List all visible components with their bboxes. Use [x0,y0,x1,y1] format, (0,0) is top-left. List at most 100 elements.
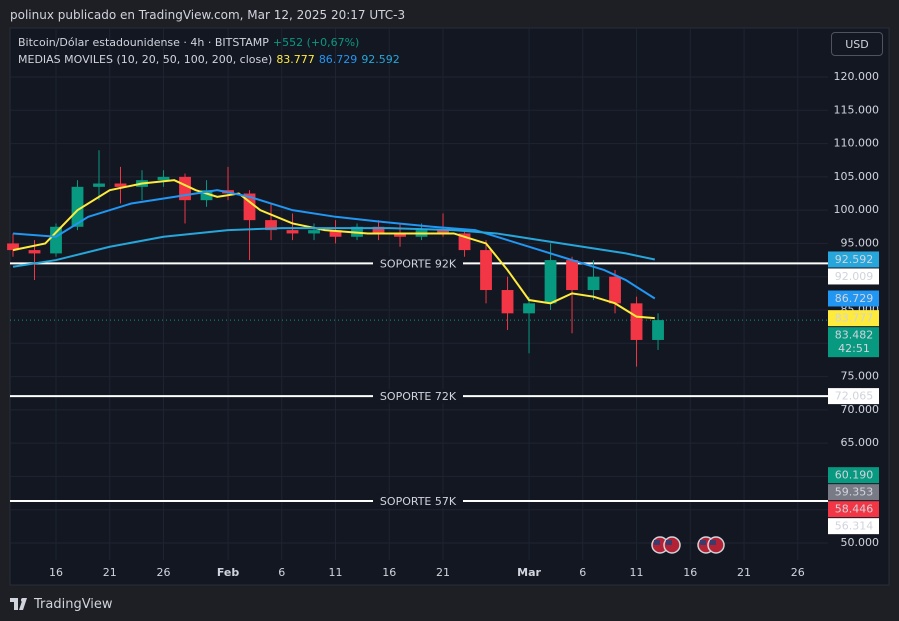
event-icon-flag [700,540,706,545]
candle-body [7,243,19,251]
event-icon-flag [666,540,672,545]
candle-body [523,303,535,314]
price-tag-label: 86.729 [835,292,874,305]
chart-panel [9,27,890,586]
countdown: 42:51 [838,342,870,355]
y-tick-label: 105.000 [834,170,880,183]
x-tick-label: 16 [382,566,396,579]
candle-body [157,176,170,181]
support-label-bg [373,493,463,508]
price-tag [828,268,879,285]
support-label-bg [373,256,463,271]
price-tag-label: 60.190 [835,469,874,482]
price-tag-label: 83.777 [835,312,874,325]
x-tick-label: 16 [49,566,63,579]
candle-body [458,233,471,251]
publisher: polinux publicado en TradingView.com, Ma… [10,8,406,22]
price-tag [828,310,879,327]
x-tick-label: 11 [630,566,644,579]
candle-body [609,276,621,304]
x-tick-label: 26 [791,566,805,579]
candle-body [372,226,385,234]
candle-body [200,190,213,201]
candle-body [630,303,643,340]
price-tag [828,290,879,307]
price-tag [828,501,879,518]
y-tick-label: 50.000 [841,536,880,549]
price-tag [828,467,879,484]
symbol: Bitcoin/Dólar estadounidense · 4h · BITS… [18,36,269,49]
candle-body [394,233,406,237]
candle-body [50,226,62,254]
x-tick-label: 6 [278,566,285,579]
candle-body [308,230,320,234]
support-label-bg [373,389,463,404]
candle-body [114,183,127,187]
price-tag-label: 56.314 [835,520,874,533]
indicator-legend: MEDIAS MOVILES (10, 20, 50, 100, 200, cl… [18,53,404,66]
y-tick-label: 110.000 [834,137,880,150]
support-label: SOPORTE 72K [380,390,457,403]
x-tick-label: 21 [103,566,117,579]
price-tag [828,251,879,268]
candle-body [437,230,449,234]
candle-body [566,260,578,291]
price-tag [828,484,879,501]
currency-button[interactable]: USD [831,32,883,56]
x-tick-label: Feb [217,566,240,579]
indicator-value: 86.729 [318,53,358,66]
price-tag [828,518,879,535]
price-tag-label: 59.353 [835,486,874,499]
candle-body [286,230,299,234]
x-tick-label: 21 [737,566,751,579]
price-tag-label: 83.482 [835,329,874,342]
tv-logo [10,598,27,610]
candle-body [652,320,664,340]
indicator-value: 92.592 [361,53,400,66]
event-icon-flag [654,540,660,545]
candle-body [544,260,557,304]
candle-body [28,250,41,254]
candle-body [179,176,191,201]
support-label: SOPORTE 92K [380,257,457,270]
candle-body [329,230,342,237]
price-tag [828,327,879,358]
candle-body [243,193,256,221]
support-label: SOPORTE 57K [380,495,457,508]
moving-average-line [12,227,656,268]
change: +552 (+0,67%) [272,36,360,49]
moving-average-line [12,179,655,320]
y-tick-label: 100.000 [834,203,880,216]
event-icon-flag [710,540,716,545]
candle-body [93,183,105,187]
candle-body [587,276,600,291]
price-tag-label: 72.065 [835,390,874,403]
x-tick-label: 6 [579,566,586,579]
x-tick-label: 16 [683,566,697,579]
x-tick-label: 21 [436,566,450,579]
y-tick-label: 115.000 [834,103,880,116]
price-tag-label: 58.446 [835,503,874,516]
price-tag-label: 92.009 [835,270,874,283]
price-tag [828,388,879,405]
y-tick-label: 120.000 [834,70,880,83]
candle-body [501,290,514,314]
indicator-value: 83.777 [276,53,315,66]
candle-body [71,186,84,227]
indicator-label: MEDIAS MOVILES (10, 20, 50, 100, 200, cl… [18,53,273,66]
symbol-legend: Bitcoin/Dólar estadounidense · 4h · BITS… [18,36,363,49]
footer-brand: TradingView [34,597,113,612]
price-tag-label: 92.592 [835,253,874,266]
y-tick-label: 75.000 [841,370,880,383]
y-tick-label: 70.000 [841,403,880,416]
x-tick-label: 26 [157,566,171,579]
y-tick-label: 65.000 [841,436,880,449]
candle-body [480,250,492,291]
moving-average-line [12,189,656,300]
x-tick-label: Mar [517,566,541,579]
x-tick-label: 11 [329,566,343,579]
candle-body [265,220,277,231]
y-tick-label: 95.000 [841,236,880,249]
